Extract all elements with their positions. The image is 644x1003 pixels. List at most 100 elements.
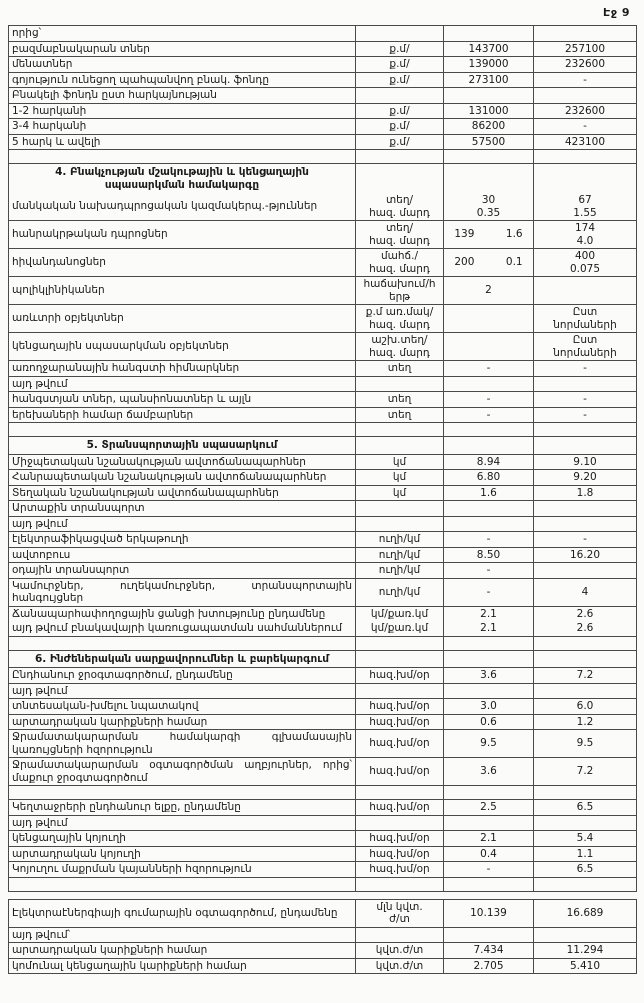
row-value-col1: - <box>443 861 534 878</box>
row-value-col2 <box>533 649 637 668</box>
row-value-col1 <box>443 163 534 194</box>
table-row: պոլիկլինիկաներ հաճախում/հ երթ 2 <box>8 276 637 305</box>
row-unit: կվտ.ժ/տ <box>355 942 444 959</box>
table-row: գոյություն ունեցող պահպանվող բնակ. ֆոնդը… <box>8 71 637 88</box>
row-value-col1 <box>443 332 534 361</box>
row-unit <box>355 500 444 517</box>
indicators-table-area: որից՝ բազմաբնակարան տներ ք.մ/ 143700 257… <box>8 25 637 981</box>
row-label: օդային տրանսպորտ <box>8 562 356 579</box>
row-value-col2 <box>533 635 637 651</box>
row-value-col1: 8.50 <box>443 546 534 563</box>
row-label: էլեկտրաֆիկացված երկաթուղի <box>8 531 356 548</box>
table-row: կենցաղային կոյուղի հազ.խմ/օր 2.1 5.4 <box>8 830 637 847</box>
row-unit: տեղ/ հազ. մարդ <box>355 193 444 221</box>
row-label: 3-4 հարկանի <box>8 118 356 135</box>
row-value-col2: - <box>533 531 637 548</box>
row-value-col1: 3.0 <box>443 698 534 715</box>
row-value-col1: 2.1 <box>443 605 534 622</box>
table-row: կոմունալ կենցաղային կարիքների համար կվտ.… <box>8 957 637 974</box>
table-row: մանկական նախադպրոցական կազմակերպ.-թյունն… <box>8 193 637 221</box>
row-value-col1: 2.705 <box>443 957 534 974</box>
row-unit: հազ.խմ/օր <box>355 713 444 730</box>
table-row: առևտրի օբյեկտներ ք.մ առ.մակ/ հազ. մարդ Ը… <box>8 304 637 333</box>
row-value-col2: 16.20 <box>533 546 637 563</box>
row-value-col2 <box>533 149 637 164</box>
row-label <box>8 149 356 164</box>
row-value-col2: - <box>533 118 637 135</box>
row-label: հիվանդանոցներ <box>8 248 356 277</box>
row-unit: տեղ/ հազ. մարդ <box>355 220 444 249</box>
row-label: արտադրական կարիքների համար <box>8 942 356 959</box>
row-value-col2 <box>533 926 637 943</box>
row-value-col1: 86200 <box>443 118 534 135</box>
table-row: 5 հարկ և ավելի ք.մ/ 57500 423100 <box>8 133 637 150</box>
row-value-col2 <box>533 25 637 42</box>
row-label: 1-2 հարկանի <box>8 102 356 119</box>
row-value-col2 <box>533 500 637 517</box>
row-unit <box>355 436 444 455</box>
table-row: երեխաների համար ճամբարներ տեղ - - <box>8 406 637 423</box>
row-label: բազմաբնակարան տներ <box>8 40 356 57</box>
table-row: Բնակելի ֆոնդն ըստ հարկայնության <box>8 87 637 104</box>
row-label: 5. Տրանսպորտային սպասարկում <box>8 436 356 455</box>
row-label: Միջպետական նշանակության ավտոճանապարհներ <box>8 453 356 470</box>
row-unit: տեղ <box>355 406 444 423</box>
table-row: այդ թվում <box>8 682 637 699</box>
table-row: Արտաքին տրանսպորտ <box>8 500 637 517</box>
row-value-col2: 400 0.075 <box>533 248 637 277</box>
table-row: 5. Տրանսպորտային սպասարկում <box>8 436 637 455</box>
row-unit: հազ.խմ/օր <box>355 861 444 878</box>
row-value-col1: 8.94 <box>443 453 534 470</box>
row-unit: ուղի/կմ <box>355 546 444 563</box>
row-value-col2: 16.689 <box>533 898 637 928</box>
row-label: կոմունալ կենցաղային կարիքների համար <box>8 957 356 974</box>
row-unit: կմ <box>355 469 444 486</box>
row-value-col2: 6.5 <box>533 799 637 816</box>
row-label: 4. Բնակչության մշակութային և կենցաղային … <box>8 163 356 194</box>
row-value-col1 <box>443 785 534 800</box>
row-value-col2: 11.294 <box>533 942 637 959</box>
row-value-col2: 1.8 <box>533 484 637 501</box>
row-value-col2: - <box>533 391 637 408</box>
row-value-col1: 273100 <box>443 71 534 88</box>
row-label: պոլիկլինիկաներ <box>8 276 356 305</box>
row-label <box>8 422 356 437</box>
row-value-col2: 67 1.55 <box>533 193 637 221</box>
row-value-col1: 6.80 <box>443 469 534 486</box>
table-row: տնտեսական-խմելու նպատակով հազ.խմ/օր 3.0 … <box>8 698 637 715</box>
row-unit <box>355 87 444 104</box>
row-label <box>8 785 356 800</box>
row-label: Բնակելի ֆոնդն ըստ հարկայնության <box>8 87 356 104</box>
row-label: այդ թվում <box>8 515 356 532</box>
row-unit <box>355 635 444 651</box>
row-value-col2: 5.410 <box>533 957 637 974</box>
table-row: արտադրական կարիքների համար կվտ.ժ/տ 7.434… <box>8 942 637 959</box>
table-row: Կամուրջներ, ուղեկամուրջներ, տրանսպորտայի… <box>8 577 637 607</box>
row-value-col2: 9.10 <box>533 453 637 470</box>
row-value-col1: 131000 <box>443 102 534 119</box>
table-row: 6. Ինժեներական սարքավորումներ և բարեկարգ… <box>8 649 637 668</box>
row-value-col1: 139 1.6 <box>443 220 534 249</box>
row-value-col2 <box>533 422 637 437</box>
row-unit: կմ <box>355 484 444 501</box>
row-value-col1: 2.1 <box>443 830 534 847</box>
row-unit: կմ/քառ.կմ <box>355 621 444 637</box>
table-row: Ջրամատակարարման օգտագործման աղբյուրներ, … <box>8 757 637 786</box>
table-row <box>8 785 637 800</box>
row-value-col1: 57500 <box>443 133 534 150</box>
row-value-col1 <box>443 515 534 532</box>
table-row: այդ թվում <box>8 814 637 831</box>
row-value-col1 <box>443 500 534 517</box>
row-unit: ք.մ/ <box>355 56 444 73</box>
row-unit: ուղի/կմ <box>355 531 444 548</box>
row-value-col2: 7.2 <box>533 667 637 684</box>
table-row <box>8 422 637 437</box>
row-unit: տեղ <box>355 391 444 408</box>
row-unit <box>355 149 444 164</box>
table-row: Կեղտաջրերի ընդհանուր ելքը, ընդամենը հազ.… <box>8 799 637 816</box>
row-value-col1: 200 0.1 <box>443 248 534 277</box>
row-unit: ք.մ/ <box>355 40 444 57</box>
row-unit: ք.մ/ <box>355 118 444 135</box>
row-value-col1: - <box>443 562 534 579</box>
row-label: արտադրական կարիքների համար <box>8 713 356 730</box>
